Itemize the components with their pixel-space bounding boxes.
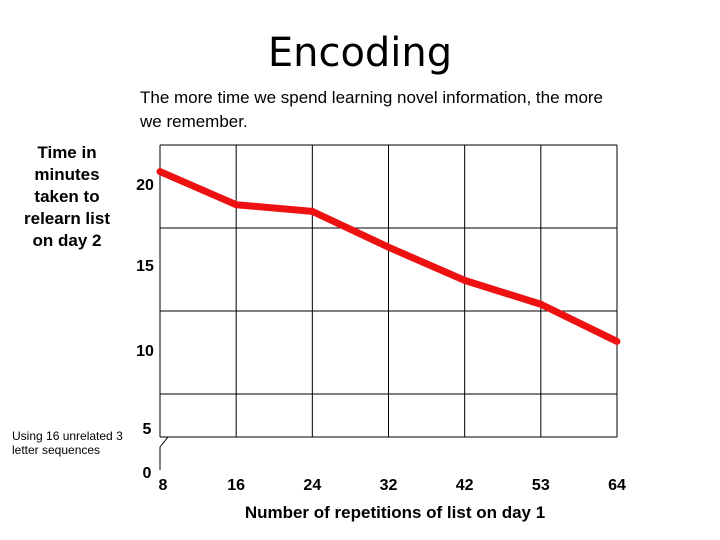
- data-point: [156, 168, 164, 176]
- data-point: [232, 201, 240, 209]
- x-tick-label: 42: [456, 477, 474, 494]
- data-point: [537, 300, 545, 308]
- y-axis-label: Time in minutes taken to relearn list on…: [24, 143, 110, 250]
- chart-subtitle: The more time we spend learning novel in…: [140, 88, 604, 131]
- data-point: [461, 276, 469, 284]
- x-tick-label: 64: [608, 477, 626, 494]
- x-axis-label: Number of repetitions of list on day 1: [244, 503, 546, 522]
- data-point: [308, 207, 316, 215]
- y-tick-label: 0: [143, 465, 152, 482]
- data-point: [613, 337, 621, 345]
- y-tick-label: 15: [136, 258, 154, 275]
- y-tick-label: 20: [136, 177, 154, 194]
- x-tick-label: 8: [159, 477, 168, 494]
- x-tick-label: 16: [227, 477, 245, 494]
- x-tick-label: 53: [532, 477, 550, 494]
- axis-break: [159, 436, 170, 470]
- chart-annotation: Using 16 unrelated 3 letter sequences: [12, 429, 123, 457]
- grid: [159, 144, 618, 438]
- data-point: [385, 243, 392, 251]
- page-title: Encoding: [267, 30, 453, 76]
- y-tick-label: 10: [136, 343, 154, 360]
- x-tick-label: 32: [380, 477, 398, 494]
- x-tick-label: 24: [303, 477, 321, 494]
- y-tick-label: 5: [143, 421, 152, 438]
